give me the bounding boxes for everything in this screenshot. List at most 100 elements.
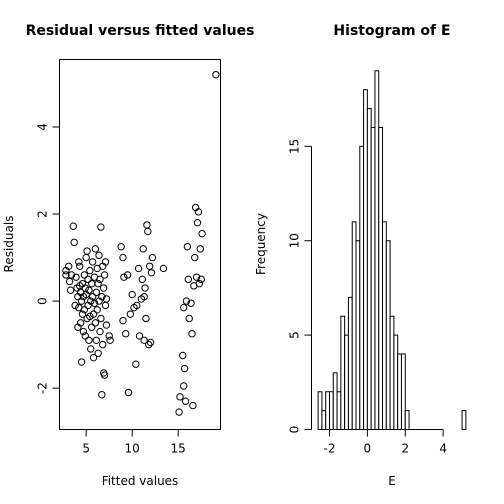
histogram-bar: [328, 391, 334, 431]
scatter-point: [86, 266, 94, 275]
histogram-bar: [400, 353, 406, 431]
histogram-bar: [366, 108, 372, 430]
scatter-point: [197, 275, 205, 284]
scatter-point: [143, 221, 151, 229]
scatter-point: [105, 332, 113, 340]
scatter-point: [98, 293, 106, 301]
histogram-bar: [351, 221, 357, 430]
histogram-x-tick-label: 0: [364, 442, 372, 456]
scatter-point: [96, 327, 104, 336]
histogram-y-tick-label: 5: [288, 331, 302, 339]
histogram-bar: [389, 315, 395, 430]
scatter-point: [145, 262, 154, 270]
scatter-point: [135, 332, 144, 340]
scatter-point: [94, 279, 102, 288]
scatter-y-axis: -2 0 2 4: [36, 123, 60, 394]
scatter-point: [188, 330, 196, 338]
scatter-point: [198, 229, 206, 238]
scatter-point: [81, 332, 89, 340]
scatter-point: [89, 353, 98, 362]
scatter-x-axis: 5 10 15: [82, 429, 186, 456]
scatter-point: [192, 273, 201, 281]
scatter-point: [175, 408, 183, 416]
scatter-point: [78, 310, 87, 318]
scatter-point: [66, 286, 75, 294]
scatter-point: [180, 364, 189, 373]
histogram-bar: [382, 221, 387, 430]
scatter-point: [140, 336, 148, 344]
histogram-bar: [325, 391, 330, 431]
scatter-point: [95, 251, 103, 260]
scatter-point: [132, 360, 140, 368]
histogram-bar: [340, 315, 346, 430]
scatter-point: [124, 388, 133, 397]
histogram-panel: Histogram of E -2 0 2 4 0 5 10 15 E Frequency: [254, 23, 467, 488]
histogram-y-tick-label: 0: [288, 426, 302, 434]
scatter-y-tick-label: 4: [36, 123, 50, 131]
scatter-point: [87, 297, 95, 305]
scatter-point: [69, 222, 78, 230]
scatter-point: [100, 271, 109, 279]
histogram-x-tick-label: 2: [401, 442, 409, 456]
scatter-point: [133, 301, 141, 310]
scatter-point: [176, 393, 184, 401]
scatter-y-tick-label: 2: [36, 210, 50, 218]
scatter-point: [119, 253, 127, 262]
scatter-x-tick-label: 5: [82, 442, 90, 456]
scatter-point: [128, 290, 136, 299]
histogram-bar: [336, 391, 342, 431]
histogram-bar: [404, 410, 410, 430]
scatter-point: [85, 286, 93, 294]
histogram-bar: [321, 410, 327, 430]
scatter-point: [88, 323, 96, 331]
scatter-point: [72, 273, 80, 281]
scatter-point: [101, 301, 110, 310]
scatter-point: [139, 245, 147, 253]
scatter-point: [123, 271, 132, 279]
scatter-point: [88, 258, 97, 266]
scatter-point: [120, 273, 128, 281]
scatter-point: [187, 299, 195, 307]
scatter-y-tick-label: -2: [36, 382, 50, 394]
scatter-point: [180, 382, 188, 390]
histogram-bar: [347, 296, 353, 430]
scatter-point: [62, 271, 70, 279]
scatter-point: [92, 336, 101, 344]
scatter-point: [88, 293, 97, 301]
scatter-y-tick-label: 0: [36, 297, 50, 305]
scatter-point: [65, 277, 74, 286]
scatter-point: [93, 306, 101, 314]
scatter-points: [62, 71, 220, 416]
scatter-point: [77, 358, 86, 366]
scatter-point: [102, 295, 111, 303]
scatter-panel: Residual versus fitted values 5 10 15 -2 0 2…: [2, 23, 254, 488]
scatter-point: [94, 349, 102, 358]
scatter-point: [147, 269, 156, 277]
scatter-title: Residual versus fitted values: [26, 23, 255, 39]
scatter-point: [146, 338, 155, 347]
scatter-point: [97, 314, 105, 323]
scatter-point: [92, 288, 101, 297]
histogram-y-axis-label: Frequency: [254, 213, 268, 275]
scatter-point: [193, 219, 202, 227]
histogram-y-axis: 0 5 10 15: [288, 139, 312, 434]
histogram-bar: [355, 240, 361, 430]
histogram-y-tick-label: 10: [288, 233, 302, 248]
scatter-point: [87, 345, 95, 353]
histogram-x-axis: -2 0 2 4: [324, 429, 447, 456]
scatter-point: [76, 319, 85, 327]
scatter-point: [184, 275, 193, 284]
scatter-point: [91, 245, 100, 253]
scatter-point: [79, 327, 88, 336]
histogram-bar: [363, 89, 368, 431]
scatter-point: [122, 330, 130, 338]
scatter-point: [182, 297, 191, 305]
scatter-point: [84, 275, 92, 284]
histogram-bar: [374, 70, 380, 430]
scatter-point: [106, 336, 114, 344]
scatter-point: [134, 264, 143, 273]
scatter-point: [181, 397, 190, 405]
scatter-point: [191, 253, 199, 262]
histogram-bars: [317, 70, 467, 431]
histogram-bar: [461, 410, 467, 430]
